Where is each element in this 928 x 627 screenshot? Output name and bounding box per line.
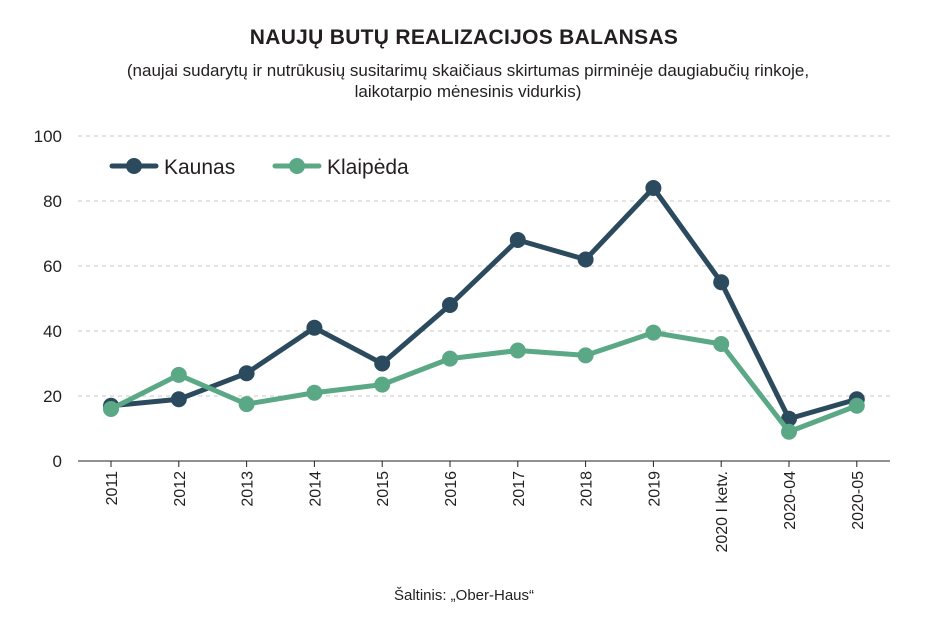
legend-label: Kaunas (164, 156, 235, 179)
x-tick-label: 2019 (646, 471, 663, 507)
data-point (442, 350, 458, 367)
legend-item-klaipėda: Klaipėda (272, 156, 409, 179)
data-point (848, 397, 865, 414)
data-point (238, 365, 255, 382)
data-point (374, 376, 391, 393)
x-tick-label: 2014 (307, 471, 324, 507)
data-point (577, 347, 594, 364)
data-point (645, 324, 662, 341)
data-point (713, 274, 730, 291)
legend-label: Klaipėda (327, 156, 409, 179)
legend-item-kaunas: Kaunas (109, 156, 235, 179)
series-line (108, 185, 860, 422)
x-tick-label: 2015 (375, 471, 392, 507)
x-tick-label: 2016 (443, 471, 460, 507)
data-point (509, 232, 526, 248)
x-tick-label: 2020-05 (850, 471, 867, 530)
source-note: Šaltinis: „Ober-Haus“ (393, 587, 535, 604)
series-klaipėda (103, 324, 865, 440)
chart-title: NAUJŲ BUTŲ REALIZACIJOS BALANSAS (249, 26, 679, 49)
data-point (306, 384, 323, 401)
series-layer (103, 180, 865, 440)
data-point (509, 342, 526, 359)
x-tick-label: 2017 (511, 471, 528, 507)
x-tick-label: 2018 (579, 471, 596, 507)
x-tick-label: 2013 (240, 471, 257, 507)
data-point (374, 355, 391, 372)
data-point (781, 423, 797, 440)
legend-swatch-marker (126, 158, 142, 174)
data-point (713, 336, 730, 352)
legend: Kaunas Klaipėda (109, 156, 409, 179)
data-point (442, 297, 458, 313)
chart-subtitle: (naujai sudarytų ir nutrūkusių susitarim… (126, 61, 810, 101)
data-point (103, 401, 119, 417)
y-tick-label: 40 (43, 322, 62, 341)
y-tick-label: 80 (43, 192, 62, 211)
data-point (645, 180, 662, 196)
data-point (577, 251, 594, 268)
y-tick-label: 60 (43, 257, 62, 276)
data-point (170, 366, 187, 383)
x-tick-label: 2011 (104, 471, 121, 506)
data-point (238, 396, 255, 413)
data-point (170, 391, 187, 408)
data-point (306, 319, 323, 336)
axes: 0 20 40 60 80 100 2011 2012 2013 2014 2015 2016 2017… (34, 127, 890, 553)
y-tick-label: 20 (43, 387, 62, 406)
x-tick-label: 2012 (172, 471, 189, 507)
x-tick-label: 2020 I ketv. (714, 471, 731, 553)
legend-swatch-marker (289, 158, 305, 174)
y-tick-label: 100 (34, 127, 62, 146)
y-tick-label: 0 (53, 452, 62, 471)
x-tick-label: 2020-04 (782, 471, 799, 530)
series-line (108, 330, 860, 435)
